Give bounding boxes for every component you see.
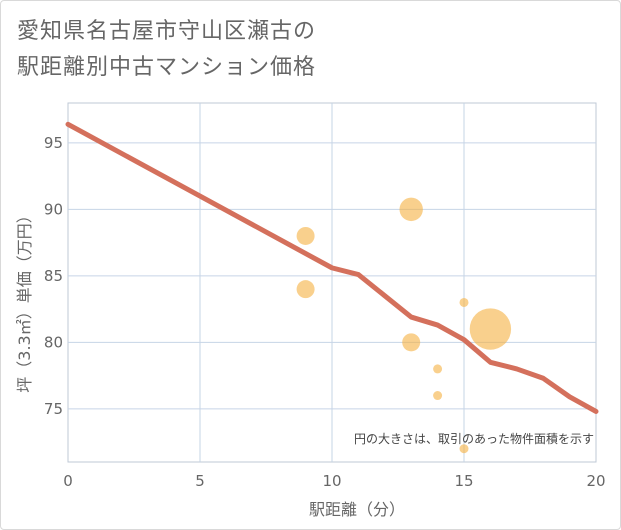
trend-line xyxy=(65,121,599,414)
y-tick-label: 80 xyxy=(44,333,63,351)
title-line-2: 駅距離別中古マンション価格 xyxy=(17,55,317,80)
bubble-point xyxy=(433,364,443,374)
bubble-point xyxy=(433,391,443,401)
trend-line-group xyxy=(65,121,599,414)
y-tick-labels: 75 80 85 90 95 xyxy=(44,134,63,418)
bubble-point xyxy=(296,226,315,245)
bubble-point xyxy=(459,297,469,307)
x-tick-label: 15 xyxy=(454,472,473,490)
x-tick-label: 0 xyxy=(63,472,73,490)
x-tick-labels: 0 5 10 15 20 xyxy=(63,472,605,490)
title-line-1: 愛知県名古屋市守山区瀬古の xyxy=(17,19,317,44)
y-tick-label: 75 xyxy=(44,400,63,418)
y-axis-label: 坪（3.3㎡）単価（万円） xyxy=(15,207,34,392)
bubble-point xyxy=(469,308,512,350)
x-tick-label: 20 xyxy=(586,472,605,490)
bubble-point xyxy=(399,197,423,222)
x-tick-label: 10 xyxy=(322,472,341,490)
x-axis-label: 駅距離（分） xyxy=(309,500,405,519)
grid-lines xyxy=(68,103,596,462)
y-tick-label: 95 xyxy=(44,134,63,152)
bubble-point xyxy=(402,333,421,352)
chart-title: 愛知県名古屋市守山区瀬古の 駅距離別中古マンション価格 xyxy=(17,14,316,86)
size-note: 円の大きさは、取引のあった物件面積を示す xyxy=(354,431,594,446)
x-tick-label: 5 xyxy=(195,472,205,490)
bubble-point xyxy=(459,444,469,454)
y-tick-label: 85 xyxy=(44,267,63,285)
y-tick-label: 90 xyxy=(44,200,63,218)
bubbles xyxy=(296,197,512,454)
bubble-point xyxy=(296,280,315,299)
